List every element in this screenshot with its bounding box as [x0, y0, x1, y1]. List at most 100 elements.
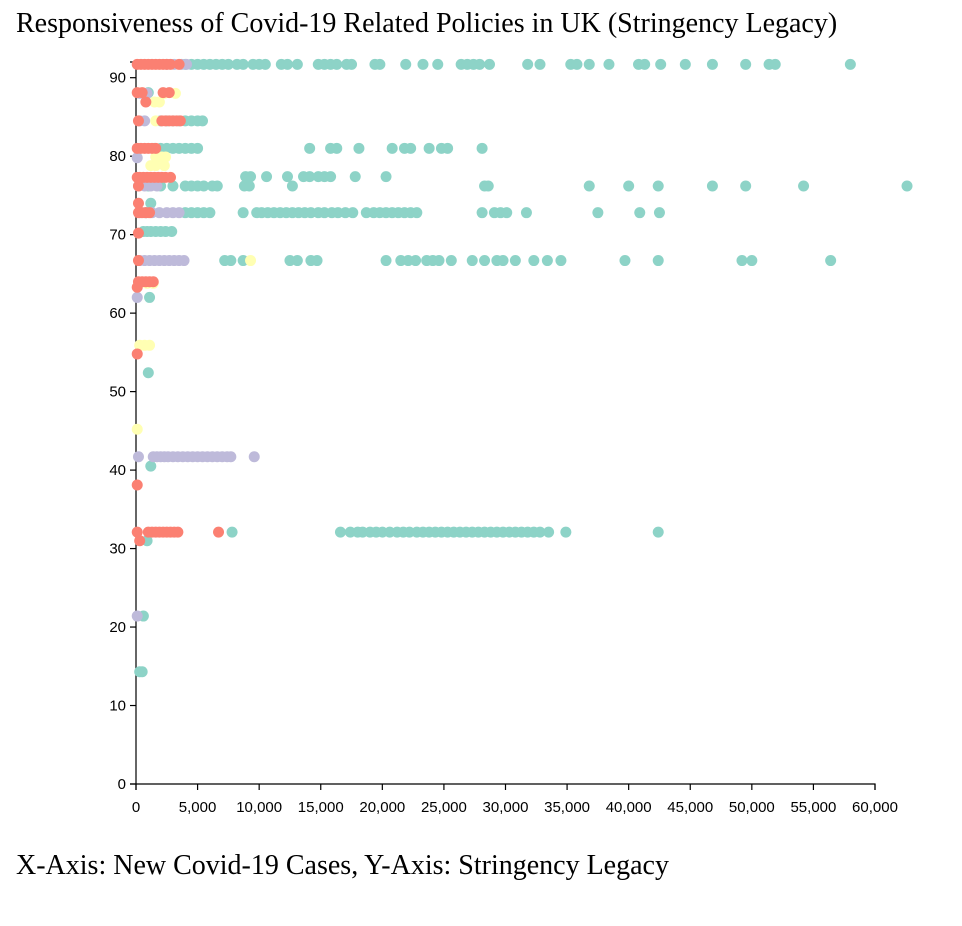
- x-tick-label: 40,000: [606, 799, 652, 816]
- data-point: [132, 180, 144, 192]
- data-point: [166, 226, 178, 238]
- data-point: [281, 171, 293, 183]
- data-point: [346, 58, 358, 70]
- x-tick-label: 20,000: [359, 799, 405, 816]
- data-point: [825, 255, 837, 267]
- data-point: [374, 58, 386, 70]
- data-point: [136, 87, 148, 99]
- scatter-chart: 0 10 20 30 40 50 60 70 80 90 0 5,000 10,000 15,000 20…: [109, 58, 913, 816]
- data-point: [655, 58, 667, 70]
- data-point: [740, 180, 752, 192]
- data-point: [248, 451, 260, 463]
- data-point: [243, 180, 255, 192]
- y-axis-line: [130, 61, 137, 785]
- data-point: [291, 58, 303, 70]
- data-point: [132, 227, 144, 239]
- data-point: [380, 171, 392, 183]
- x-tick-label: 35,000: [544, 799, 590, 816]
- data-point: [541, 255, 553, 267]
- data-point: [442, 142, 454, 154]
- data-point: [534, 58, 546, 70]
- data-point: [483, 58, 495, 70]
- data-point: [410, 255, 422, 267]
- data-point: [652, 255, 664, 267]
- data-point: [213, 526, 225, 538]
- y-axis: 0 10 20 30 40 50 60 70 80 90: [109, 61, 137, 793]
- x-tick-label: 30,000: [483, 799, 529, 816]
- data-point: [509, 255, 521, 267]
- data-point: [528, 255, 540, 267]
- x-tick-label: 10,000: [236, 799, 282, 816]
- data-point: [144, 291, 156, 303]
- data-point: [555, 255, 567, 267]
- data-point: [131, 423, 143, 435]
- y-tick-label: 50: [109, 384, 126, 401]
- data-point: [432, 58, 444, 70]
- data-point: [482, 180, 494, 192]
- x-axis: 0 5,000 10,000 15,000 20,000 25,000 30,000 35,0…: [132, 783, 898, 816]
- data-point: [150, 142, 162, 154]
- data-point: [679, 58, 691, 70]
- data-point: [222, 58, 234, 70]
- data-point: [131, 348, 143, 360]
- data-point: [798, 180, 810, 192]
- data-point: [901, 180, 913, 192]
- data-points: [131, 58, 913, 678]
- y-tick-label: 20: [109, 619, 126, 636]
- data-point: [131, 526, 143, 538]
- data-point: [291, 255, 303, 267]
- data-point: [740, 58, 752, 70]
- y-tick-label: 30: [109, 541, 126, 558]
- data-point: [131, 291, 143, 303]
- x-tick-label: 5,000: [179, 799, 217, 816]
- data-point: [653, 207, 665, 219]
- data-point: [132, 255, 144, 267]
- x-tick-label: 45,000: [667, 799, 713, 816]
- data-point: [349, 171, 361, 183]
- data-point: [746, 255, 758, 267]
- data-point: [623, 180, 635, 192]
- data-point: [476, 207, 488, 219]
- data-point: [142, 367, 154, 379]
- data-point: [466, 255, 478, 267]
- data-point: [474, 58, 486, 70]
- data-point: [603, 58, 615, 70]
- data-point: [140, 96, 152, 108]
- data-point: [131, 479, 143, 491]
- data-point: [304, 142, 316, 154]
- data-point: [652, 180, 664, 192]
- data-point: [150, 160, 162, 172]
- data-point: [153, 96, 165, 108]
- data-point: [520, 207, 532, 219]
- y-tick-label: 0: [118, 776, 126, 793]
- x-tick-label: 60,000: [852, 799, 898, 816]
- data-point: [163, 87, 175, 99]
- data-point: [198, 180, 210, 192]
- data-point: [173, 207, 185, 219]
- data-point: [204, 207, 216, 219]
- data-point: [386, 142, 398, 154]
- data-point: [145, 460, 157, 472]
- y-tick-label: 80: [109, 148, 126, 165]
- data-point: [164, 58, 176, 70]
- data-point: [405, 142, 417, 154]
- data-point: [736, 255, 748, 267]
- data-point: [497, 255, 509, 267]
- x-tick-label: 15,000: [298, 799, 344, 816]
- data-point: [400, 58, 412, 70]
- data-point: [380, 255, 392, 267]
- data-point: [178, 255, 190, 267]
- data-point: [261, 171, 273, 183]
- y-tick-label: 10: [109, 698, 126, 715]
- data-point: [132, 197, 144, 209]
- data-point: [131, 152, 143, 164]
- data-point: [145, 197, 157, 209]
- data-point: [583, 180, 595, 192]
- data-point: [174, 115, 186, 127]
- data-point: [281, 58, 293, 70]
- data-point: [652, 526, 664, 538]
- data-point: [225, 451, 237, 463]
- data-point: [286, 180, 298, 192]
- data-point: [417, 58, 429, 70]
- data-point: [592, 207, 604, 219]
